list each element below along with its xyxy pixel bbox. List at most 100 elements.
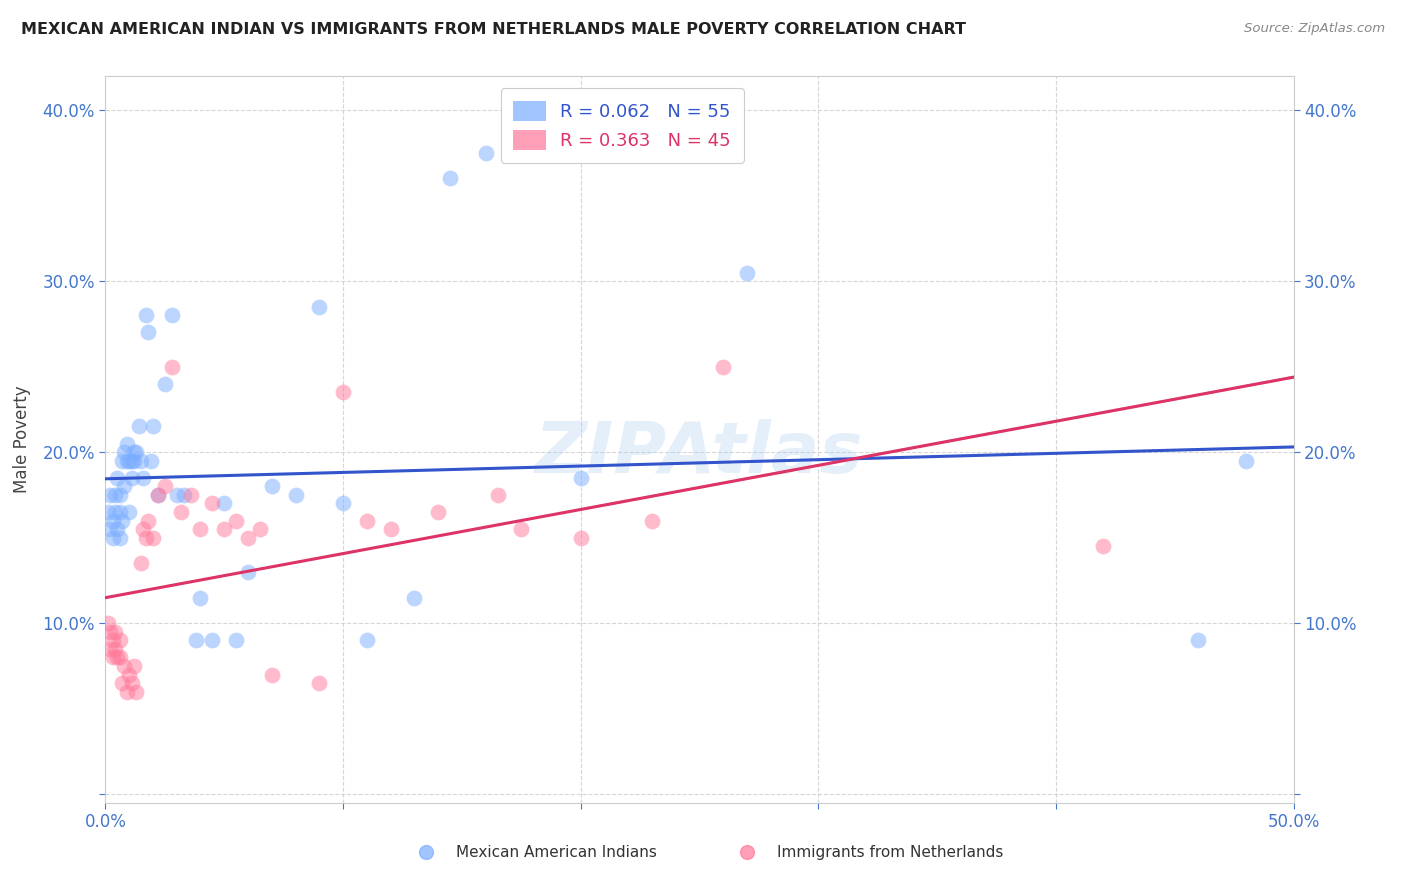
Text: Immigrants from Netherlands: Immigrants from Netherlands xyxy=(776,845,1002,860)
Point xyxy=(142,419,165,434)
Point xyxy=(122,659,145,673)
Point xyxy=(136,514,159,528)
Point xyxy=(486,488,509,502)
Text: Source: ZipAtlas.com: Source: ZipAtlas.com xyxy=(1244,22,1385,36)
Point xyxy=(1234,453,1257,467)
Point xyxy=(111,453,134,467)
Point xyxy=(236,531,259,545)
Point xyxy=(101,531,124,545)
Point xyxy=(284,488,307,502)
Point xyxy=(108,488,131,502)
Point xyxy=(115,436,138,450)
Point xyxy=(101,514,124,528)
Point xyxy=(115,453,138,467)
Point xyxy=(1187,633,1209,648)
Point xyxy=(97,505,120,519)
Point xyxy=(356,514,378,528)
Point xyxy=(104,505,127,519)
Point xyxy=(190,522,212,536)
Point xyxy=(105,650,128,665)
Point xyxy=(142,531,165,545)
Point xyxy=(166,488,188,502)
Point xyxy=(160,308,183,322)
Point xyxy=(735,266,758,280)
Point xyxy=(173,488,195,502)
Point xyxy=(236,565,259,579)
Point xyxy=(153,479,176,493)
Point xyxy=(332,496,354,510)
Point xyxy=(356,633,378,648)
Point xyxy=(711,359,734,374)
Point xyxy=(201,633,224,648)
Y-axis label: Male Poverty: Male Poverty xyxy=(14,385,31,493)
Point xyxy=(474,145,496,160)
Point xyxy=(104,488,127,502)
Point xyxy=(98,641,121,656)
Point xyxy=(249,522,271,536)
Point xyxy=(190,591,212,605)
Point xyxy=(108,633,131,648)
Point xyxy=(308,676,330,690)
Point xyxy=(108,505,131,519)
Point xyxy=(111,514,134,528)
Point xyxy=(121,453,143,467)
Point xyxy=(180,488,202,502)
Point xyxy=(135,531,157,545)
Point xyxy=(108,531,131,545)
Point xyxy=(122,453,145,467)
Point xyxy=(105,471,128,485)
Point xyxy=(201,496,224,510)
Point xyxy=(136,326,159,340)
Text: MEXICAN AMERICAN INDIAN VS IMMIGRANTS FROM NETHERLANDS MALE POVERTY CORRELATION : MEXICAN AMERICAN INDIAN VS IMMIGRANTS FR… xyxy=(21,22,966,37)
Point xyxy=(404,591,426,605)
Point xyxy=(135,308,157,322)
Point xyxy=(121,676,143,690)
Point xyxy=(439,171,461,186)
Point xyxy=(380,522,402,536)
Text: ZIPAtlas: ZIPAtlas xyxy=(536,419,863,488)
Point xyxy=(101,650,124,665)
Point xyxy=(111,676,134,690)
Point xyxy=(427,505,450,519)
Point xyxy=(118,667,141,681)
Point xyxy=(98,624,121,639)
Point xyxy=(641,514,664,528)
Point xyxy=(129,453,152,467)
Point xyxy=(122,445,145,459)
Point xyxy=(101,633,124,648)
Point xyxy=(104,624,127,639)
Point xyxy=(569,531,592,545)
Point xyxy=(225,514,247,528)
Point xyxy=(214,522,236,536)
Point xyxy=(214,496,236,510)
Point xyxy=(114,659,136,673)
Point xyxy=(105,522,128,536)
Point xyxy=(98,488,121,502)
Point xyxy=(114,479,136,493)
Point xyxy=(510,522,533,536)
Point xyxy=(260,479,283,493)
Point xyxy=(332,385,354,400)
Point xyxy=(118,453,141,467)
Point xyxy=(260,667,283,681)
Point xyxy=(97,616,120,631)
Point xyxy=(225,633,247,648)
Point xyxy=(132,471,155,485)
Point xyxy=(98,522,121,536)
Point xyxy=(139,453,162,467)
Point xyxy=(146,488,169,502)
Point xyxy=(1092,539,1115,553)
Point xyxy=(118,505,141,519)
Point xyxy=(108,650,131,665)
Point xyxy=(104,641,127,656)
Point xyxy=(132,522,155,536)
Point xyxy=(125,684,148,698)
Legend: R = 0.062   N = 55, R = 0.363   N = 45: R = 0.062 N = 55, R = 0.363 N = 45 xyxy=(501,88,744,162)
Point xyxy=(184,633,207,648)
Point xyxy=(160,359,183,374)
Point xyxy=(170,505,193,519)
Point xyxy=(121,471,143,485)
Point xyxy=(125,445,148,459)
Text: Mexican American Indians: Mexican American Indians xyxy=(456,845,657,860)
Point xyxy=(129,557,152,571)
